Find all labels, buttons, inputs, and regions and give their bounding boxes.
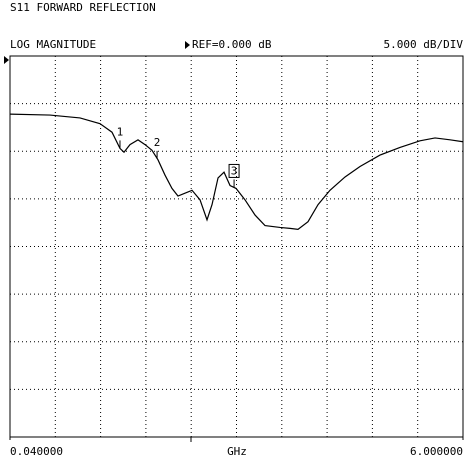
ref-pointer xyxy=(185,41,190,49)
marker-label: 2 xyxy=(154,136,161,149)
x-tick-label: 6.000000 xyxy=(410,445,463,458)
scale-label: 5.000 dB/DIV xyxy=(384,38,464,51)
marker-label: 3 xyxy=(231,164,238,177)
marker-label: 1 xyxy=(117,125,124,138)
chart-title: S11 FORWARD REFLECTION xyxy=(10,1,156,14)
reference-label: REF=0.000 dB xyxy=(192,38,272,51)
x-axis-label: GHz xyxy=(227,445,247,458)
ref-level-pointer xyxy=(4,56,9,64)
x-tick-label: 0.040000 xyxy=(10,445,63,458)
format-label: LOG MAGNITUDE xyxy=(10,38,96,51)
marker-box xyxy=(228,163,240,178)
trace xyxy=(9,113,464,230)
plot-frame xyxy=(9,55,464,438)
